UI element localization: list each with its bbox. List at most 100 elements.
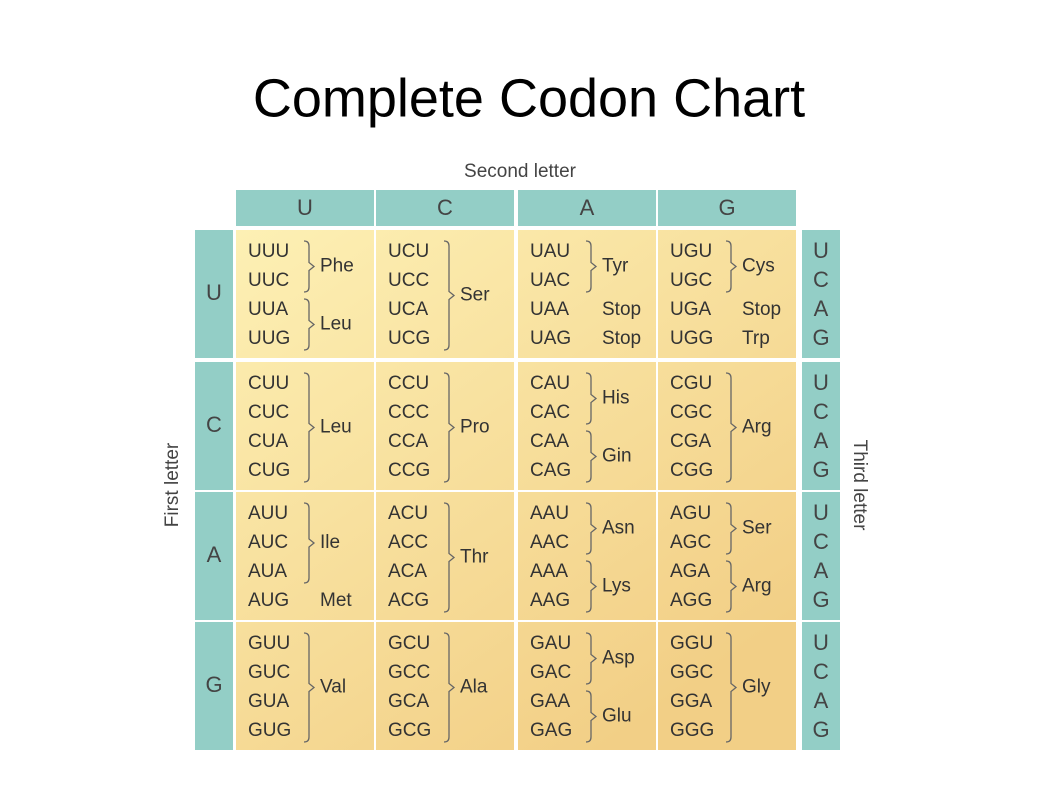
codon-cell xyxy=(376,492,514,620)
codon-cell xyxy=(658,230,796,358)
amino-acid: Arg xyxy=(742,417,772,438)
codon: AGA xyxy=(670,561,710,582)
codon-cell xyxy=(376,362,514,490)
third-letter: U xyxy=(813,370,829,395)
column-header: G xyxy=(718,195,735,220)
column-header-cell xyxy=(518,190,656,226)
bracket xyxy=(303,240,316,293)
amino-acid: Phe xyxy=(320,256,354,277)
codon: CGG xyxy=(670,460,713,481)
codon-cell xyxy=(376,230,514,358)
bracket xyxy=(725,372,738,483)
codon-cell xyxy=(236,622,374,750)
amino-acid: Tyr xyxy=(602,256,629,277)
codon: CUC xyxy=(248,402,289,423)
slide-title: Complete Codon Chart xyxy=(253,68,805,128)
amino-acid: Leu xyxy=(320,417,352,438)
codon: GAA xyxy=(530,691,570,712)
codon: UCG xyxy=(388,328,430,349)
codon: GUU xyxy=(248,633,290,654)
third-letter: U xyxy=(813,238,829,263)
codon: CUU xyxy=(248,373,289,394)
codon-cell xyxy=(236,362,374,490)
amino-acid: Gly xyxy=(742,677,771,698)
first-letter-label: First letter xyxy=(162,442,183,527)
row-header: C xyxy=(206,412,222,437)
amino-acid: Ile xyxy=(320,532,340,553)
bracket xyxy=(443,372,456,483)
codon-cell xyxy=(236,492,374,620)
codon: GGC xyxy=(670,662,713,683)
third-letter-label: Third letter xyxy=(849,440,870,531)
column-header: U xyxy=(297,195,313,220)
codon: AUA xyxy=(248,561,287,582)
bracket xyxy=(443,632,456,743)
bracket xyxy=(303,502,316,584)
codon: UGU xyxy=(670,241,712,262)
codon: UUC xyxy=(248,270,289,291)
codon: CAA xyxy=(530,431,569,452)
amino-acid: Cys xyxy=(742,256,775,277)
amino-acid: Pro xyxy=(460,417,490,438)
codon: GAU xyxy=(530,633,571,654)
codon: CUG xyxy=(248,460,290,481)
amino-acid: Glu xyxy=(602,706,632,727)
third-letter: A xyxy=(814,428,829,453)
codon: CGC xyxy=(670,402,712,423)
codon: ACC xyxy=(388,532,428,553)
codon: ACA xyxy=(388,561,427,582)
codon: UAG xyxy=(530,328,571,349)
codon: AGU xyxy=(670,503,711,524)
codon: CCG xyxy=(388,460,430,481)
codon: CCC xyxy=(388,402,429,423)
codon: ACU xyxy=(388,503,428,524)
codon: CCU xyxy=(388,373,429,394)
third-letter: C xyxy=(813,659,829,684)
codon: ACG xyxy=(388,590,429,611)
codon: GCC xyxy=(388,662,430,683)
bracket xyxy=(303,298,316,351)
amino-acid: Val xyxy=(320,677,346,698)
codon: GCG xyxy=(388,720,431,741)
codon: UCA xyxy=(388,299,428,320)
bracket xyxy=(585,502,598,555)
third-letter: C xyxy=(813,267,829,292)
column-header: A xyxy=(580,195,595,220)
amino-acid: Trp xyxy=(742,328,770,349)
codon: GAC xyxy=(530,662,571,683)
codon: CAC xyxy=(530,402,570,423)
bracket xyxy=(443,502,456,613)
column-header-cell xyxy=(376,190,514,226)
codon: UUG xyxy=(248,328,290,349)
amino-acid: Ser xyxy=(460,285,490,306)
codon: GCA xyxy=(388,691,430,712)
amino-acid: Asn xyxy=(602,518,635,539)
codon: CAU xyxy=(530,373,570,394)
amino-acid: Met xyxy=(320,590,352,611)
codon: UAA xyxy=(530,299,569,320)
amino-acid: Asp xyxy=(602,648,635,669)
bracket xyxy=(443,240,456,351)
third-letter: G xyxy=(812,587,829,612)
third-letter-cell xyxy=(802,230,840,358)
codon: GUC xyxy=(248,662,290,683)
codon-cell xyxy=(658,622,796,750)
codon: GUG xyxy=(248,720,291,741)
bracket xyxy=(585,430,598,483)
second-letter-label: Second letter xyxy=(464,161,577,182)
codon: AAU xyxy=(530,503,569,524)
codon: UAC xyxy=(530,270,570,291)
codon: UCU xyxy=(388,241,429,262)
codon: UUU xyxy=(248,241,289,262)
row-header-cell xyxy=(195,230,233,358)
codon: AUG xyxy=(248,590,289,611)
codon: UUA xyxy=(248,299,288,320)
column-header-cell xyxy=(658,190,796,226)
codon: UGG xyxy=(670,328,713,349)
column-header: C xyxy=(437,195,453,220)
third-letter: A xyxy=(814,558,829,583)
codon: UGC xyxy=(670,270,712,291)
codon: AGG xyxy=(670,590,712,611)
